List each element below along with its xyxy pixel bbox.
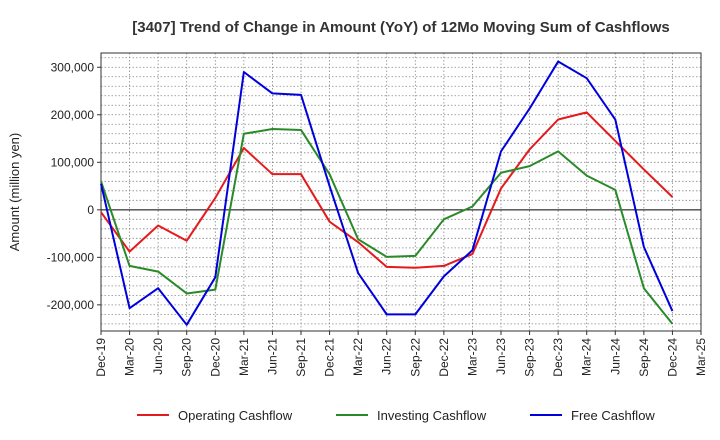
x-tick-label: Sep-23 <box>523 338 537 377</box>
x-tick-label: Dec-24 <box>665 338 679 377</box>
chart-title: [3407] Trend of Change in Amount (YoY) o… <box>132 19 670 36</box>
legend: Operating Cashflow Investing Cashflow Free… <box>137 408 655 423</box>
x-tick-label: Dec-20 <box>208 338 222 377</box>
y-axis: 300,000 200,000 100,000 0 -100,000 -200,000 <box>47 60 101 312</box>
series-line-free-cashflow <box>100 60 674 326</box>
x-tick-label: Dec-21 <box>323 338 337 377</box>
x-tick-label: Mar-23 <box>465 338 479 376</box>
x-tick-label: Sep-21 <box>294 338 308 377</box>
y-tick-label: 100,000 <box>51 155 95 169</box>
legend-label-investing-cashflow: Investing Cashflow <box>377 408 487 423</box>
x-tick-label: Jun-24 <box>608 338 622 375</box>
y-tick-label: -100,000 <box>47 250 95 264</box>
y-tick-label: 200,000 <box>51 108 95 122</box>
x-tick-label: Mar-24 <box>580 338 594 376</box>
legend-label-operating-cashflow: Operating Cashflow <box>178 408 293 423</box>
grid <box>101 53 701 331</box>
x-tick-label: Jun-21 <box>265 338 279 375</box>
x-axis: Dec-19 Mar-20 Jun-20 Sep-20 Dec-20 Mar-21 Jun-… <box>94 331 708 377</box>
x-tick-label: Mar-25 <box>694 338 708 376</box>
x-tick-label: Jun-20 <box>151 338 165 375</box>
x-tick-label: Sep-24 <box>637 338 651 377</box>
y-tick-label: 0 <box>87 203 94 217</box>
x-tick-label: Dec-23 <box>551 338 565 377</box>
y-tick-label: -200,000 <box>47 298 95 312</box>
x-tick-label: Sep-20 <box>180 338 194 377</box>
legend-label-free-cashflow: Free Cashflow <box>571 408 655 423</box>
x-tick-label: Sep-22 <box>408 338 422 377</box>
series-line-operating-cashflow <box>100 111 674 269</box>
y-tick-label: 300,000 <box>51 60 95 74</box>
x-tick-label: Dec-19 <box>94 338 108 377</box>
plot-area <box>100 52 702 332</box>
x-tick-label: Dec-22 <box>437 338 451 377</box>
x-tick-label: Jun-22 <box>380 338 394 375</box>
x-tick-label: Mar-20 <box>123 338 137 376</box>
series-lines <box>100 60 674 326</box>
x-tick-label: Mar-22 <box>351 338 365 376</box>
y-axis-label: Amount (million yen) <box>7 133 22 252</box>
x-tick-label: Mar-21 <box>237 338 251 376</box>
series-line-investing-cashflow <box>100 128 674 325</box>
x-tick-label: Jun-23 <box>494 338 508 375</box>
